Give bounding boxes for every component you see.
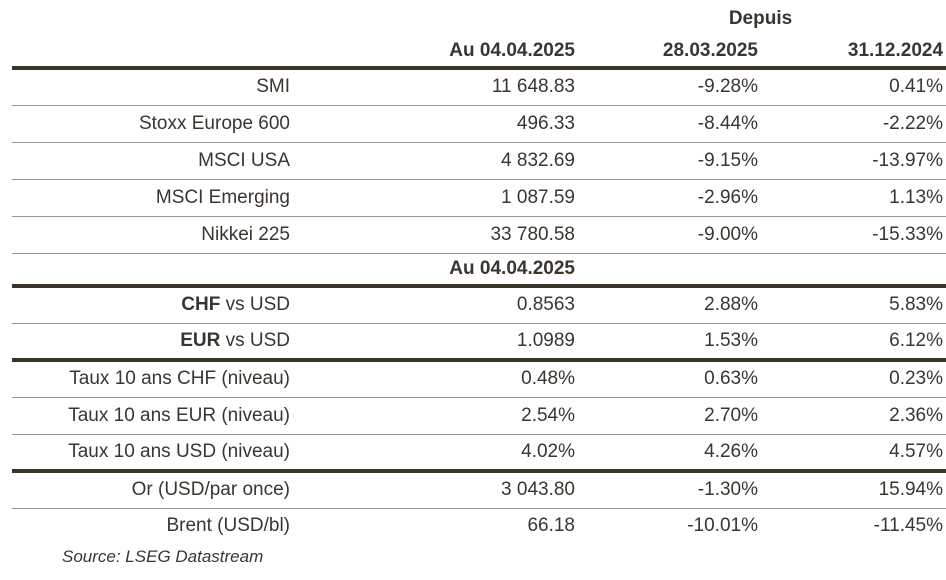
cell-label: Or (USD/par once) [131,479,290,501]
cell-since-1: 0.63% [704,368,758,390]
spacer-cell [12,253,290,286]
cell-since-1: -10.01% [687,515,758,537]
currency-code: EUR [180,329,221,351]
row-taux-10-ans-usd: Taux 10 ans USD (niveau) 4.02% 4.26% 4.5… [12,434,946,471]
cell-since-2: 0.41% [889,76,944,98]
cell-since-1: -9.00% [697,223,758,245]
cell-label: MSCI Emerging [155,186,290,208]
cell-since-1: 2.88% [704,294,758,316]
cell-label: Stoxx Europe 600 [138,112,290,134]
cell-value: 3 043.80 [501,479,575,501]
cell-label: Taux 10 ans USD (niveau) [68,440,290,462]
cell-since-1: -2.96% [697,186,758,208]
cell-since-2: 2.36% [889,404,944,426]
cell-since-2: -13.97% [872,149,944,171]
cell-label: EUR vs USD [12,323,290,360]
cell-label: Brent (USD/bl) [166,515,290,537]
spacer-cell [575,253,758,286]
currency-code: CHF [181,294,221,316]
depuis-header-label: Depuis [728,8,793,29]
cell-value: 4.02% [521,440,575,462]
cell-value: 496.33 [516,112,575,134]
row-date-headers: Au 04.04.2025 28.03.2025 31.12.2024 [12,36,946,68]
cell-since-2: 5.83% [889,294,944,316]
row-or: Or (USD/par once) 3 043.80 -1.30% 15.94% [12,471,946,508]
row-stoxx-europe-600: Stoxx Europe 600 496.33 -8.44% -2.22% [12,105,946,142]
row-taux-10-ans-chf: Taux 10 ans CHF (niveau) 0.48% 0.63% 0.2… [12,360,946,397]
row-msci-usa: MSCI USA 4 832.69 -9.15% -13.97% [12,142,946,179]
cell-since-1: 2.70% [704,404,758,426]
cell-value: 2.54% [521,404,575,426]
cell-value: 33 780.58 [490,223,575,245]
source-note: Source: LSEG Datastream [62,547,264,566]
market-data-table: Depuis Au 04.04.2025 28.03.2025 31.12.20… [12,2,946,544]
currency-pair-rest: vs USD [220,294,290,316]
cell-since-1: 1.53% [704,329,758,351]
cell-value: 0.48% [521,368,575,390]
cell-since-2: -15.33% [872,223,944,245]
cell-since-2: 4.57% [889,440,944,462]
row-chf-vs-usd: CHF vs USD 0.8563 2.88% 5.83% [12,286,946,323]
row-brent: Brent (USD/bl) 66.18 -10.01% -11.45% [12,508,946,544]
cell-label: Nikkei 225 [201,223,290,245]
cell-since-1: 4.26% [704,440,758,462]
spacer-cell [12,36,290,68]
spacer-cell [12,2,290,36]
spacer-cell [758,253,946,286]
cell-since-2: -2.22% [882,112,944,134]
cell-since-2: 15.94% [878,479,944,501]
cell-since-2: -11.45% [873,515,944,537]
col-header-since-2: 31.12.2024 [847,40,944,61]
cell-value: 66.18 [527,515,575,537]
row-mid-date-header: Au 04.04.2025 [12,253,946,286]
cell-value: 4 832.69 [501,149,575,171]
row-smi: SMI 11 648.83 -9.28% 0.41% [12,68,946,105]
cell-since-2: 0.23% [889,368,944,390]
currency-pair-rest: vs USD [220,329,290,351]
row-msci-emerging: MSCI Emerging 1 087.59 -2.96% 1.13% [12,179,946,216]
cell-since-1: -9.28% [697,76,758,98]
cell-value: 1 087.59 [501,186,575,208]
cell-label: SMI [256,76,290,98]
mid-header-value-date: Au 04.04.2025 [449,257,575,279]
cell-value: 11 648.83 [491,76,575,98]
cell-since-2: 6.12% [889,329,944,351]
row-depuis-header: Depuis [12,2,946,36]
table-body: SMI 11 648.83 -9.28% 0.41% Stoxx Europe … [12,68,946,544]
col-header-value-date: Au 04.04.2025 [449,40,575,61]
cell-label: Taux 10 ans CHF (niveau) [69,368,290,390]
table-header: Depuis Au 04.04.2025 28.03.2025 31.12.20… [12,2,946,68]
cell-since-2: 1.13% [889,186,944,208]
cell-label: Taux 10 ans EUR (niveau) [68,404,290,426]
row-taux-10-ans-eur: Taux 10 ans EUR (niveau) 2.54% 2.70% 2.3… [12,397,946,434]
row-eur-vs-usd: EUR vs USD 1.0989 1.53% 6.12% [12,323,946,360]
cell-since-1: -1.30% [697,479,758,501]
cell-label: MSCI USA [198,149,290,171]
cell-label: CHF vs USD [12,286,290,323]
spacer-cell [290,2,575,36]
cell-since-1: -8.44% [697,112,758,134]
cell-value: 1.0989 [516,329,575,351]
row-nikkei-225: Nikkei 225 33 780.58 -9.00% -15.33% [12,216,946,253]
col-header-since-1: 28.03.2025 [662,40,758,61]
cell-value: 0.8563 [516,294,575,316]
cell-since-1: -9.15% [697,149,758,171]
